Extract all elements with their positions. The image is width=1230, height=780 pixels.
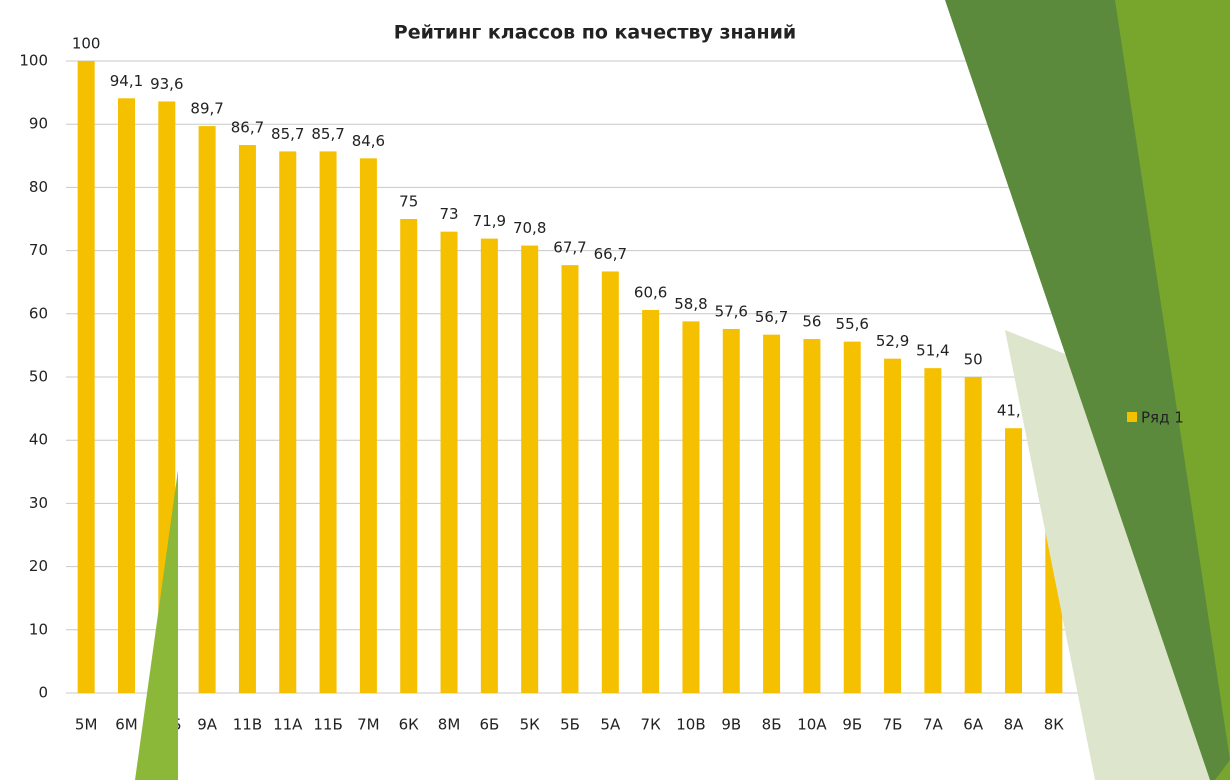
y-tick-label: 60 <box>29 304 48 322</box>
data-label: 89,7 <box>190 100 223 118</box>
bar <box>78 61 95 693</box>
x-tick-label: 9В <box>721 716 741 734</box>
x-tick-label: 5К <box>520 716 541 734</box>
data-label: 50 <box>964 351 983 369</box>
data-label: 51,4 <box>916 342 949 360</box>
data-label: 55,6 <box>836 315 869 333</box>
bar <box>723 329 740 693</box>
bar <box>400 219 417 693</box>
bar <box>924 368 941 693</box>
data-label: 56,7 <box>755 308 788 326</box>
bar <box>682 321 699 693</box>
data-label: 56 <box>802 313 821 331</box>
data-label: 60,6 <box>634 284 667 302</box>
x-tick-label: 8А <box>1004 716 1025 734</box>
decor-shape <box>135 470 178 780</box>
x-tick-label: 6М <box>115 716 138 734</box>
x-tick-label: 7М <box>357 716 380 734</box>
x-tick-label: 6Б <box>479 716 499 734</box>
x-tick-label: 8Б <box>762 716 782 734</box>
data-label: 70,8 <box>513 219 546 237</box>
bar <box>320 151 337 693</box>
bar <box>763 335 780 693</box>
data-label: 67,7 <box>553 239 586 257</box>
x-tick-label: 10А <box>797 716 827 734</box>
bar <box>1005 428 1022 693</box>
data-label: 73 <box>439 205 458 223</box>
y-tick-label: 30 <box>29 494 48 512</box>
y-tick-label: 50 <box>29 368 48 386</box>
x-tick-label: 7К <box>641 716 662 734</box>
chart: 01020304050607080901005М1006М94,110Б93,6… <box>0 0 1230 780</box>
x-tick-label: 9Б <box>842 716 862 734</box>
y-tick-label: 70 <box>29 241 48 259</box>
x-tick-label: 8К <box>1044 716 1065 734</box>
data-label: 84,6 <box>352 132 385 150</box>
y-tick-label: 90 <box>29 115 48 133</box>
x-tick-label: 5А <box>600 716 621 734</box>
bar <box>441 232 458 693</box>
bar <box>521 246 538 693</box>
x-tick-label: 5Б <box>560 716 580 734</box>
y-tick-label: 10 <box>29 620 48 638</box>
bar <box>279 151 296 693</box>
x-tick-label: 11Б <box>313 716 342 734</box>
y-tick-label: 20 <box>29 557 48 575</box>
legend-label: Ряд 1 <box>1141 409 1184 427</box>
x-tick-label: 8М <box>438 716 461 734</box>
data-label: 100 <box>72 35 101 53</box>
x-tick-label: 11В <box>233 716 262 734</box>
data-label: 94,1 <box>110 72 143 90</box>
bar <box>803 339 820 693</box>
chart-title: Рейтинг классов по качеству знаний <box>394 22 796 44</box>
y-tick-label: 40 <box>29 431 48 449</box>
y-tick-label: 100 <box>19 52 48 70</box>
data-label: 86,7 <box>231 119 264 137</box>
bar <box>602 271 619 693</box>
data-label: 57,6 <box>715 302 748 320</box>
bar <box>360 158 377 693</box>
bar <box>562 265 579 693</box>
x-tick-label: 11А <box>273 716 303 734</box>
x-tick-label: 5М <box>75 716 98 734</box>
bar <box>965 377 982 693</box>
data-label: 93,6 <box>150 75 183 93</box>
y-tick-label: 80 <box>29 178 48 196</box>
bar <box>118 98 135 693</box>
bar <box>884 359 901 693</box>
bar <box>239 145 256 693</box>
bar <box>844 342 861 693</box>
y-tick-label: 0 <box>38 684 48 702</box>
x-tick-label: 6К <box>399 716 420 734</box>
x-tick-label: 9А <box>197 716 218 734</box>
x-tick-label: 7А <box>923 716 944 734</box>
data-label: 75 <box>399 193 418 211</box>
bar <box>481 239 498 693</box>
data-label: 85,7 <box>271 125 304 143</box>
data-label: 58,8 <box>674 295 707 313</box>
legend-swatch <box>1127 412 1137 422</box>
bar <box>199 126 216 693</box>
data-label: 71,9 <box>473 212 506 230</box>
x-tick-label: 6А <box>963 716 984 734</box>
x-tick-label: 7Б <box>883 716 903 734</box>
bar <box>642 310 659 693</box>
data-label: 85,7 <box>311 125 344 143</box>
data-label: 66,7 <box>594 245 627 263</box>
data-label: 52,9 <box>876 332 909 350</box>
x-tick-label: 10В <box>676 716 705 734</box>
